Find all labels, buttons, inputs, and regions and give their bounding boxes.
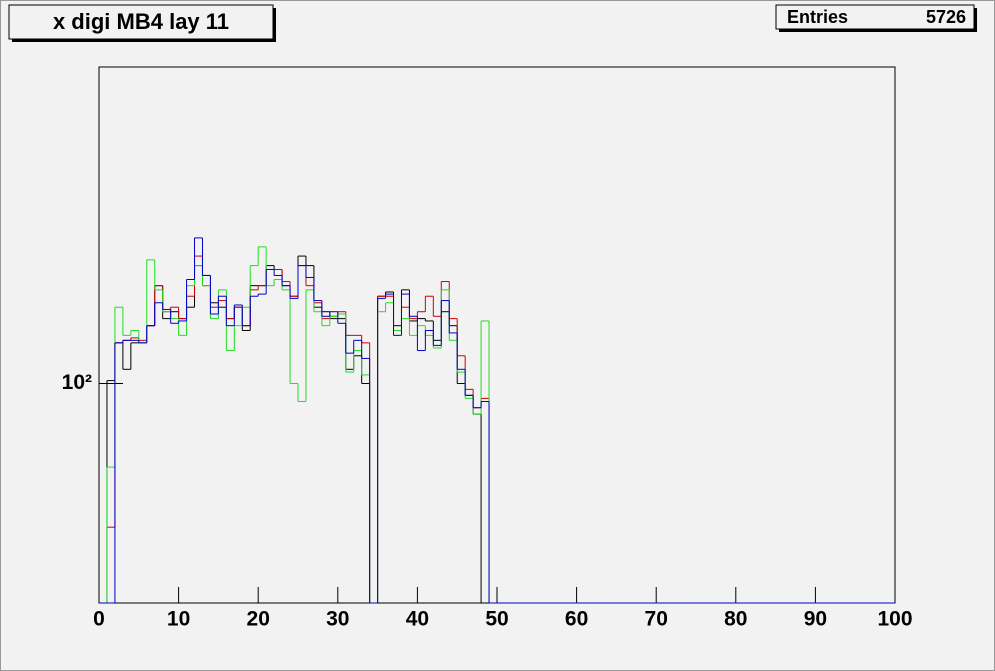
chart-title: x digi MB4 lay 11 bbox=[53, 9, 229, 34]
stats-value: 5726 bbox=[926, 7, 966, 27]
x-tick-label: 10 bbox=[167, 608, 190, 631]
x-tick-label: 30 bbox=[326, 608, 349, 631]
x-tick-label: 80 bbox=[724, 608, 747, 631]
x-tick-label: 0 bbox=[93, 608, 105, 631]
x-tick-label: 100 bbox=[877, 608, 912, 631]
x-tick-label: 60 bbox=[565, 608, 588, 631]
stats-box bbox=[775, 4, 975, 30]
x-tick-label: 50 bbox=[485, 608, 508, 631]
x-tick-label: 90 bbox=[804, 608, 827, 631]
y-tick-label: 10² bbox=[62, 371, 92, 394]
stats-label: Entries bbox=[787, 7, 848, 27]
x-tick-label: 40 bbox=[406, 608, 429, 631]
x-tick-label: 70 bbox=[645, 608, 668, 631]
title-box bbox=[8, 4, 274, 40]
x-tick-label: 20 bbox=[247, 608, 270, 631]
